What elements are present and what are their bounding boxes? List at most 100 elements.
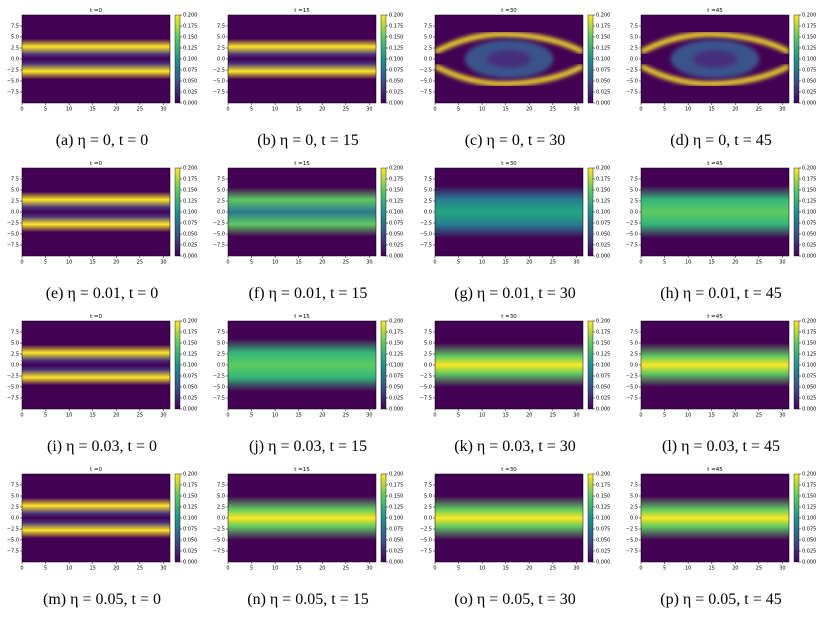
heatmap — [228, 15, 376, 103]
colorbar-tick-label: 0.200 — [183, 13, 197, 19]
colorbar-tick-label: 0.075 — [596, 221, 610, 227]
y-tick-label: 0.0 — [630, 363, 638, 369]
colorbar-tick-label: 0.025 — [389, 243, 403, 249]
colorbar-tick-label: 0.100 — [183, 516, 197, 522]
colorbar-tick-label: 0.125 — [802, 46, 816, 52]
colorbar-tick-label: 0.150 — [802, 494, 816, 500]
x-tick-label: 25 — [343, 260, 349, 266]
colorbar-tick-label: 0.050 — [183, 538, 197, 544]
x-tick-label: 15 — [709, 260, 715, 266]
heatmap — [435, 321, 583, 409]
y-tick-label: 2.5 — [217, 46, 225, 52]
heatmap — [435, 168, 583, 256]
colorbar-tick-label: 0.000 — [802, 254, 816, 260]
heatmap — [435, 474, 583, 562]
colorbar-tick-label: 0.000 — [183, 254, 197, 260]
x-tick-label: 10 — [479, 566, 485, 572]
y-tick-label: 7.5 — [630, 24, 638, 30]
colorbar-tick-label: 0.150 — [596, 35, 610, 41]
colorbar — [587, 473, 594, 563]
colorbar-tick-label: 0.125 — [183, 46, 197, 52]
x-tick-label: 30 — [160, 413, 166, 419]
y-tick-label: 5.0 — [217, 494, 225, 500]
y-tick-label: 5.0 — [424, 494, 432, 500]
y-tick-label: 5.0 — [217, 35, 225, 41]
colorbar-tick-label: 0.125 — [389, 199, 403, 205]
x-tick-label: 0 — [20, 566, 23, 572]
y-tick-label: 7.5 — [630, 483, 638, 489]
colorbar — [380, 167, 387, 257]
colorbar-tick-label: 0.125 — [183, 352, 197, 358]
y-tick-label: −5.0 — [626, 232, 638, 238]
x-tick-label: 15 — [709, 566, 715, 572]
colorbar-tick-label: 0.075 — [183, 527, 197, 533]
colorbar-tick-label: 0.150 — [389, 188, 403, 194]
colorbar-tick-label: 0.150 — [183, 188, 197, 194]
colorbar-tick-label: 0.000 — [389, 254, 403, 260]
x-tick-label: 30 — [779, 107, 785, 113]
panel-title: t =0 — [90, 314, 103, 320]
colorbar-tick-label: 0.025 — [596, 549, 610, 555]
x-tick-label: 25 — [343, 413, 349, 419]
caption: (p) η = 0.05, t = 45 — [660, 591, 782, 608]
y-tick-label: 2.5 — [217, 505, 225, 511]
y-tick-label: −7.5 — [213, 396, 225, 402]
x-tick-label: 5 — [44, 260, 47, 266]
colorbar-tick-label: 0.050 — [596, 79, 610, 85]
filament — [435, 63, 583, 87]
y-tick-label: 7.5 — [11, 177, 19, 183]
colorbar-tick-label: 0.075 — [596, 527, 610, 533]
colorbar-tick-label: 0.200 — [389, 166, 403, 172]
x-tick-label: 0 — [226, 260, 229, 266]
y-tick-label: 7.5 — [217, 24, 225, 30]
x-tick-label: 25 — [756, 260, 762, 266]
x-tick-label: 5 — [250, 260, 253, 266]
x-tick-label: 0 — [20, 413, 23, 419]
x-tick-label: 30 — [366, 566, 372, 572]
y-tick-label: 0.0 — [11, 57, 19, 63]
colorbar — [174, 14, 181, 104]
panel-title: t =15 — [294, 314, 310, 320]
x-tick-label: 20 — [526, 260, 532, 266]
x-tick-label: 10 — [685, 413, 691, 419]
x-tick-label: 0 — [433, 566, 436, 572]
colorbar-tick-label: 0.100 — [596, 57, 610, 63]
x-tick-label: 5 — [250, 107, 253, 113]
y-tick-label: 0.0 — [217, 210, 225, 216]
x-tick-label: 20 — [732, 413, 738, 419]
y-tick-label: 5.0 — [424, 188, 432, 194]
x-tick-label: 20 — [732, 260, 738, 266]
y-tick-label: −2.5 — [7, 374, 19, 380]
colorbar-tick-label: 0.050 — [389, 79, 403, 85]
y-tick-label: −7.5 — [626, 549, 638, 555]
y-tick-label: 5.0 — [630, 494, 638, 500]
y-tick-label: 7.5 — [217, 177, 225, 183]
x-tick-label: 10 — [66, 413, 72, 419]
y-tick-label: 7.5 — [217, 330, 225, 336]
y-tick-label: 0.0 — [630, 210, 638, 216]
colorbar-tick-label: 0.150 — [389, 494, 403, 500]
x-tick-label: 15 — [503, 413, 509, 419]
x-tick-label: 15 — [90, 107, 96, 113]
x-tick-label: 15 — [503, 260, 509, 266]
colorbar-tick-label: 0.000 — [389, 407, 403, 413]
x-tick-label: 0 — [433, 413, 436, 419]
colorbar-tick-label: 0.025 — [802, 396, 816, 402]
x-tick-label: 30 — [366, 260, 372, 266]
x-tick-label: 0 — [226, 413, 229, 419]
panel-title: t =0 — [90, 467, 103, 473]
x-tick-label: 10 — [272, 566, 278, 572]
colorbar-tick-label: 0.125 — [183, 199, 197, 205]
core — [486, 50, 532, 68]
y-tick-label: 0.0 — [630, 516, 638, 522]
panel: t =0 0 5 10 15 20 25 30 7.5 5.0 2.5 0.0 −2.5 −5.0 −7.5… — [7, 314, 197, 455]
y-tick-label: 7.5 — [424, 177, 432, 183]
y-tick-label: −2.5 — [213, 374, 225, 380]
colorbar-tick-label: 0.050 — [802, 385, 816, 391]
x-tick-label: 10 — [479, 413, 485, 419]
colorbar-tick-label: 0.175 — [389, 177, 403, 183]
x-tick-label: 15 — [503, 566, 509, 572]
y-tick-label: 0.0 — [217, 516, 225, 522]
colorbar-tick-label: 0.050 — [389, 385, 403, 391]
x-tick-label: 20 — [319, 107, 325, 113]
